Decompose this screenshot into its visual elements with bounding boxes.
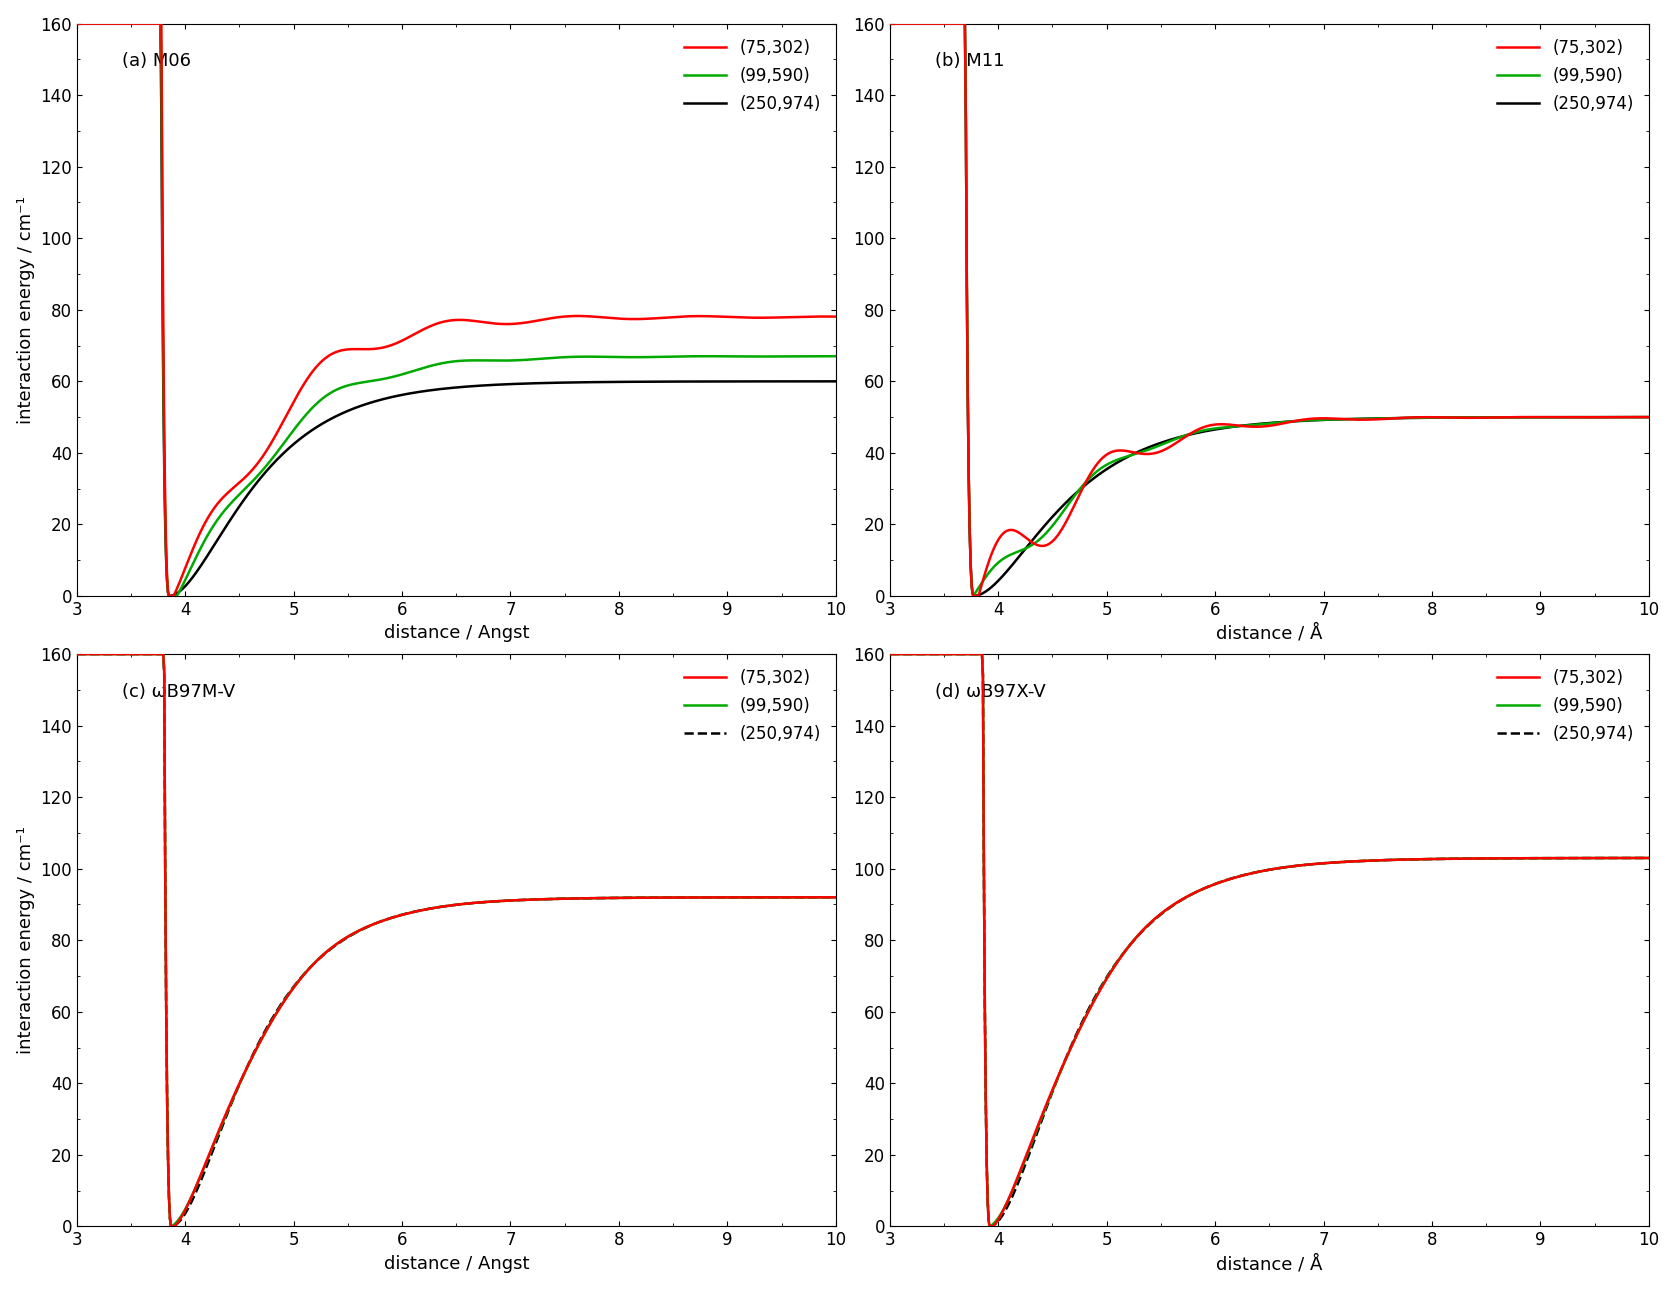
Text: (c) ωB97M-V: (c) ωB97M-V [122, 682, 236, 700]
Y-axis label: interaction energy / cm⁻¹: interaction energy / cm⁻¹ [17, 827, 35, 1054]
X-axis label: distance / Angst: distance / Angst [384, 624, 530, 642]
X-axis label: distance / Angst: distance / Angst [384, 1255, 530, 1273]
Y-axis label: interaction energy / cm⁻¹: interaction energy / cm⁻¹ [17, 196, 35, 423]
Legend: (75,302), (99,590), (250,974): (75,302), (99,590), (250,974) [677, 32, 828, 120]
Text: (a) M06: (a) M06 [122, 53, 191, 70]
Text: (d) ωB97X-V: (d) ωB97X-V [935, 682, 1046, 700]
X-axis label: distance / Å: distance / Å [1217, 1255, 1322, 1273]
Legend: (75,302), (99,590), (250,974): (75,302), (99,590), (250,974) [677, 663, 828, 749]
X-axis label: distance / Å: distance / Å [1217, 624, 1322, 642]
Text: (b) M11: (b) M11 [935, 53, 1006, 70]
Legend: (75,302), (99,590), (250,974): (75,302), (99,590), (250,974) [1490, 663, 1641, 749]
Legend: (75,302), (99,590), (250,974): (75,302), (99,590), (250,974) [1490, 32, 1641, 120]
